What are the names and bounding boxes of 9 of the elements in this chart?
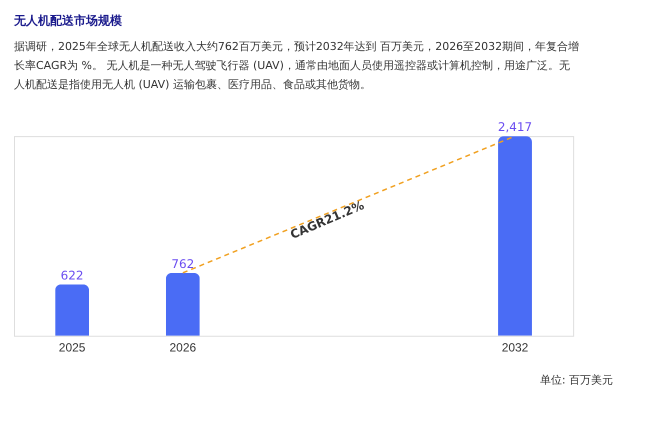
text: 单位: 百万美元 <box>540 374 614 387</box>
chart-title: 无人机配送市场规模 <box>12 13 122 28</box>
chart-subtitle: 据调研，2025年全球无人机配送收入大约762百万美元，预计2032年达到 百万美元，2026至2032期间，年复合增长率CAGR为 %。 无人机是一种无人驾驶飞行器 (UAV)，通常由地面人员使用遥控器或计算机控制，用途广泛。无人机配送是指使用无人机 (UAV) 运输包裹、医疗用品、食品或其他货物。 <box>14 40 580 92</box>
x-tick-label: 2026 <box>170 340 196 354</box>
x-tick-label: 2025 <box>58 340 86 354</box>
data-label: 2,417 <box>498 120 532 134</box>
data-label: 622 <box>60 268 84 282</box>
x-tick-label: 2032 <box>502 340 529 354</box>
data-label: 762 <box>171 256 194 271</box>
